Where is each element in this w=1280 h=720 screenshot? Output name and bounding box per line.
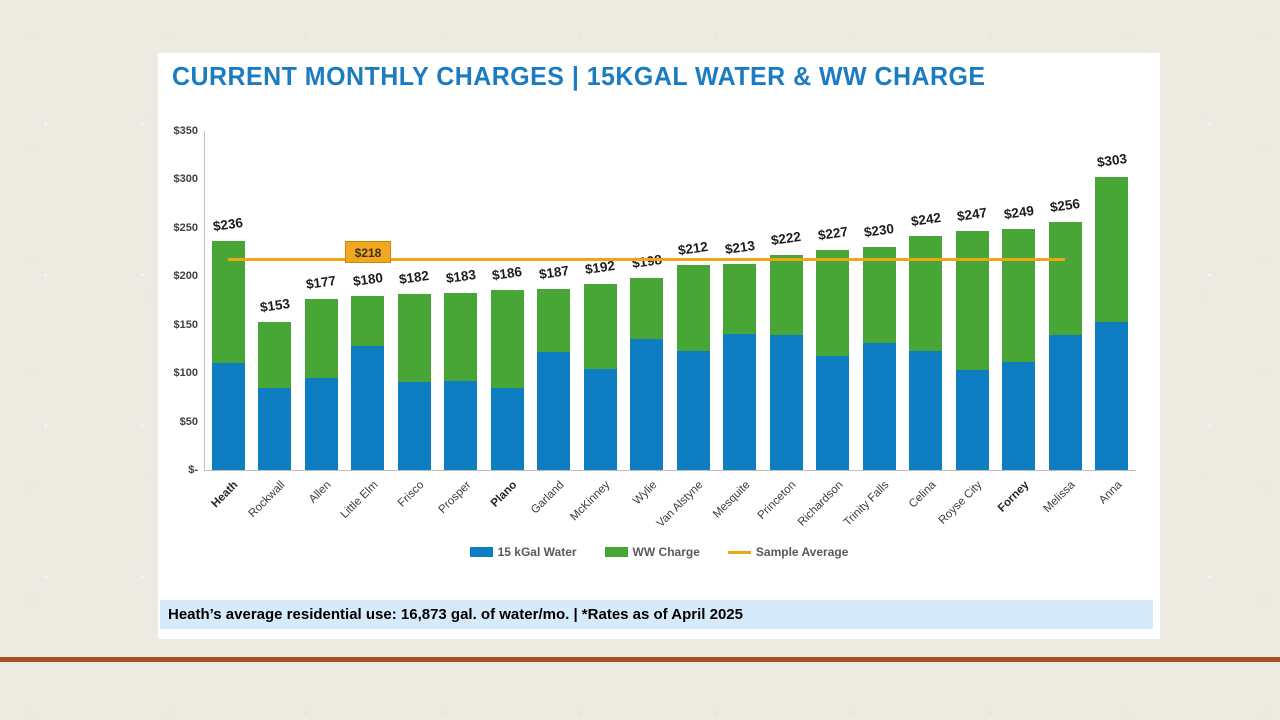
bar-segment-ww (723, 263, 757, 335)
bar-segment-ww (351, 295, 385, 347)
bar-segment-ww (444, 292, 478, 381)
bar-segment-water (444, 380, 478, 470)
bar-segment-water (955, 370, 989, 470)
bar-total-label: $153 (258, 295, 291, 315)
y-axis-tick-label: $- (188, 464, 198, 476)
y-axis-tick-label: $350 (173, 125, 198, 137)
bar-segment-ww (537, 288, 571, 352)
bar-segment-water (537, 351, 571, 470)
y-axis-tick-label: $300 (173, 173, 198, 186)
slide-divider-line (0, 657, 1280, 662)
legend-label: 15 kGal Water (497, 545, 577, 559)
y-axis-tick-label: $150 (173, 318, 198, 331)
bar-segment-ww (1095, 176, 1129, 322)
bar-total-label: $256 (1049, 196, 1082, 216)
bar-segment-ww (676, 264, 710, 351)
bar-segment-ww (258, 321, 292, 388)
bar-segment-water (583, 369, 617, 470)
sample-average-label: $218 (345, 241, 391, 263)
bar-segment-ww (211, 241, 245, 364)
bar-segment-ww (304, 298, 338, 378)
bar-segment-water (909, 350, 943, 470)
bar-segment-ww (630, 278, 664, 340)
chart: $350 $300 $250 $200 $150 $100 $50 $- $236 Heath $1… (158, 53, 1160, 639)
bar-segment-ww (862, 247, 896, 344)
bar-segment-water (1002, 362, 1036, 470)
bar-segment-ww (769, 254, 803, 336)
x-axis-line (204, 470, 1136, 471)
footnote-bar: Heath’s average residential use: 16,873 … (160, 600, 1153, 629)
y-axis-tick-label: $250 (173, 221, 198, 234)
bar-total-label: $303 (1095, 150, 1128, 170)
y-axis-tick-label: $200 (173, 270, 198, 283)
legend-item: WW Charge (604, 545, 700, 559)
bar-segment-water (723, 334, 757, 470)
legend-box-swatch-icon (469, 547, 493, 557)
bar-segment-water (397, 381, 431, 470)
bar-segment-ww (909, 235, 943, 351)
bar-segment-ww (397, 293, 431, 382)
bar-segment-water (1048, 335, 1082, 470)
legend-label: WW Charge (632, 545, 700, 559)
bar-total-label: $236 (212, 215, 245, 235)
bar-segment-water (351, 346, 385, 470)
bar-segment-water (211, 363, 245, 470)
legend-item: 15 kGal Water (469, 545, 577, 559)
bar-segment-ww (1002, 228, 1036, 363)
bar-segment-water (1095, 321, 1129, 470)
y-axis-tick-label: $100 (173, 367, 198, 380)
bar-segment-ww (816, 250, 850, 356)
bar-segment-water (258, 387, 292, 470)
y-axis-tick-label: $50 (179, 415, 198, 428)
sample-average-line (228, 257, 1066, 261)
legend-line-swatch-icon (727, 550, 751, 554)
legend-label: Sample Average (755, 545, 849, 559)
chart-card: CURRENT MONTHLY CHARGES | 15KGAL WATER &… (158, 53, 1160, 639)
bar-segment-water (862, 343, 896, 470)
y-axis-line (204, 131, 205, 470)
bar-segment-water (490, 387, 524, 470)
legend: 15 kGal Water WW Charge Sample Average (158, 543, 1160, 561)
legend-box-swatch-icon (604, 547, 628, 557)
bar-segment-water (769, 335, 803, 470)
bar-segment-ww (490, 289, 524, 388)
bar-segment-water (304, 377, 338, 470)
bar-segment-water (630, 339, 664, 470)
bar-segment-water (676, 350, 710, 470)
chart-title: CURRENT MONTHLY CHARGES | 15KGAL WATER &… (172, 61, 986, 91)
footnote-text: Heath’s average residential use: 16,873 … (168, 606, 743, 623)
bar-segment-water (816, 355, 850, 470)
legend-item: Sample Average (727, 545, 849, 559)
bar-segment-ww (583, 284, 617, 370)
bar-segment-ww (1048, 222, 1082, 336)
bar-segment-ww (955, 230, 989, 371)
